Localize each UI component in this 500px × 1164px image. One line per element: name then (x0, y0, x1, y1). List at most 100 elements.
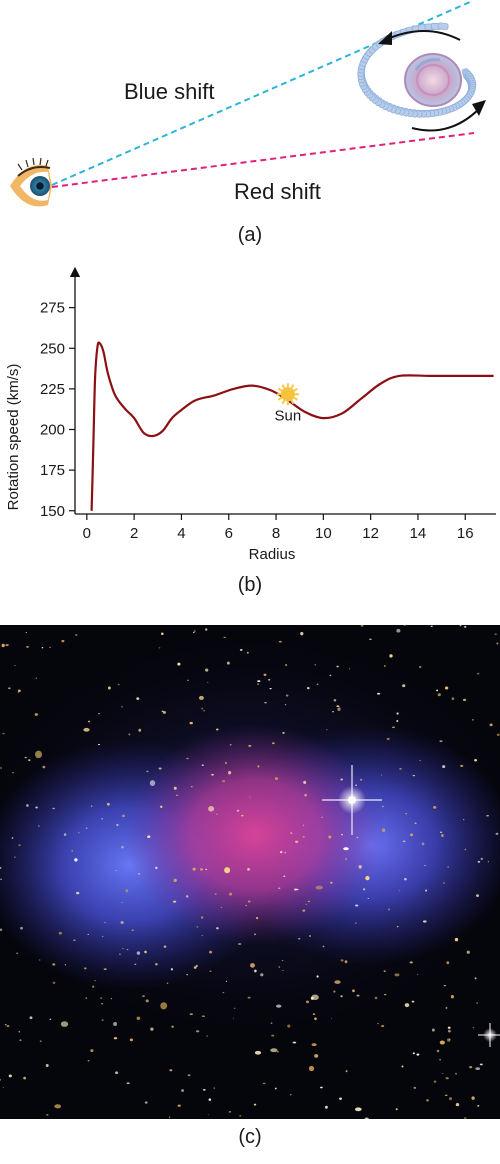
galaxy-dot (104, 922, 106, 924)
galaxy-dot (121, 845, 124, 849)
galaxy-dot (175, 794, 179, 796)
galaxy-dot (388, 908, 391, 911)
galaxy-dot (177, 1104, 181, 1107)
galaxy-dot (443, 984, 446, 987)
galaxy-dot (305, 903, 308, 905)
galaxy-dot (479, 1063, 483, 1066)
galaxy-dot (355, 922, 357, 924)
galaxy-dot (302, 835, 305, 838)
galaxy-dot (442, 765, 446, 769)
galaxy-dot (92, 985, 95, 988)
galaxy-dot (312, 1013, 316, 1015)
galaxy-dot (201, 764, 204, 766)
galaxy-dot (295, 840, 299, 843)
galaxy-dot (367, 898, 369, 899)
galaxy-dot (392, 726, 395, 729)
galaxy-dot (355, 904, 359, 907)
galaxy-dot (107, 802, 110, 806)
galaxy-dot (321, 816, 324, 818)
galaxy-dot (136, 1016, 141, 1021)
galaxy-dot (356, 994, 360, 997)
galaxy-dot (224, 867, 231, 874)
galaxy-dot (236, 809, 240, 812)
galaxy-dot (355, 784, 357, 786)
galaxy-dot (166, 982, 169, 984)
galaxy-dot (257, 683, 259, 685)
galaxy-dot (383, 665, 386, 667)
galaxy-dot (330, 881, 333, 884)
galaxy-dot (189, 1013, 193, 1016)
galaxy-dot (476, 672, 480, 675)
galaxy-dot (125, 889, 129, 893)
galaxy-dot (436, 689, 439, 692)
galaxy-dot (199, 868, 204, 871)
galaxy-dot (269, 688, 272, 690)
galaxy-dot (119, 953, 121, 955)
galaxy-dot (264, 702, 267, 704)
galaxy-dot (71, 850, 73, 852)
galaxy-dot (49, 1018, 52, 1020)
galaxy-dot (396, 719, 399, 723)
galaxy-dot (395, 1108, 398, 1111)
galaxy-dot (369, 638, 372, 641)
galaxy-dot (87, 1060, 90, 1062)
chart-svg: 150 175 200 225 250 275 0 2 4 6 8 10 12 14 16 Sun Rotat… (5, 266, 496, 563)
galaxy-dot (14, 664, 16, 666)
galaxy-dot (163, 945, 167, 948)
galaxy-dot (229, 892, 233, 896)
y-tick-label: 250 (40, 340, 65, 357)
x-axis-label: Radius (249, 546, 296, 563)
galaxy-dot (189, 721, 193, 725)
galaxy-dot (436, 1049, 440, 1053)
galaxy-dot (447, 1026, 451, 1029)
galaxy-dot (447, 1038, 451, 1042)
galaxy-dot (445, 1077, 449, 1080)
galaxy-dot (207, 1114, 209, 1116)
galaxy-dot (413, 1086, 417, 1089)
galaxy-dot (282, 731, 285, 734)
galaxy-dot (161, 632, 164, 636)
galaxy-dot (216, 813, 218, 815)
galaxy-dot (142, 995, 145, 998)
galaxy-dot (447, 866, 449, 868)
galaxy-dot (487, 861, 490, 863)
galaxy-dot (262, 1082, 266, 1085)
pink-cloud-center (125, 725, 385, 945)
galaxy-dot (455, 1103, 460, 1107)
galaxy-arm-bead (437, 22, 449, 30)
galaxy-dot (209, 950, 213, 954)
galaxy-dot (122, 948, 124, 950)
galaxy-dot (446, 961, 450, 965)
galaxy-dot (138, 728, 142, 732)
galaxy-dot (414, 822, 417, 825)
galaxy-dot (131, 929, 134, 932)
galaxy-dot (201, 1015, 205, 1018)
galaxy-dot (471, 1096, 475, 1100)
galaxy-dot (181, 1089, 185, 1092)
galaxy-dot (472, 1026, 475, 1029)
galaxy-dot (200, 916, 204, 919)
galaxy-dot (444, 686, 449, 690)
galaxy-dot (18, 1031, 20, 1033)
galaxy-dot (38, 825, 40, 827)
galaxy-dot (223, 636, 227, 639)
galaxy-dot (222, 780, 226, 783)
galaxy-dot (136, 951, 141, 955)
galaxy-dot (239, 648, 243, 651)
x-tick-label: 12 (362, 525, 379, 542)
galaxy-dot (274, 1087, 277, 1090)
galaxy-dot (339, 1097, 342, 1100)
galaxy-dot (155, 866, 158, 870)
galaxy-dot (439, 831, 443, 834)
galaxy-dot (454, 937, 459, 942)
galaxy-dot (74, 858, 78, 862)
galaxy-dot (326, 729, 328, 731)
galaxy-dot (294, 888, 298, 891)
galaxy-dot (83, 727, 90, 732)
galaxy-dot (270, 1022, 273, 1024)
x-tick-label: 6 (225, 525, 233, 542)
galaxy-dot (0, 866, 2, 869)
galaxy-dot (247, 868, 250, 871)
galaxy-dot (63, 833, 67, 836)
galaxy-dot (228, 1111, 232, 1113)
